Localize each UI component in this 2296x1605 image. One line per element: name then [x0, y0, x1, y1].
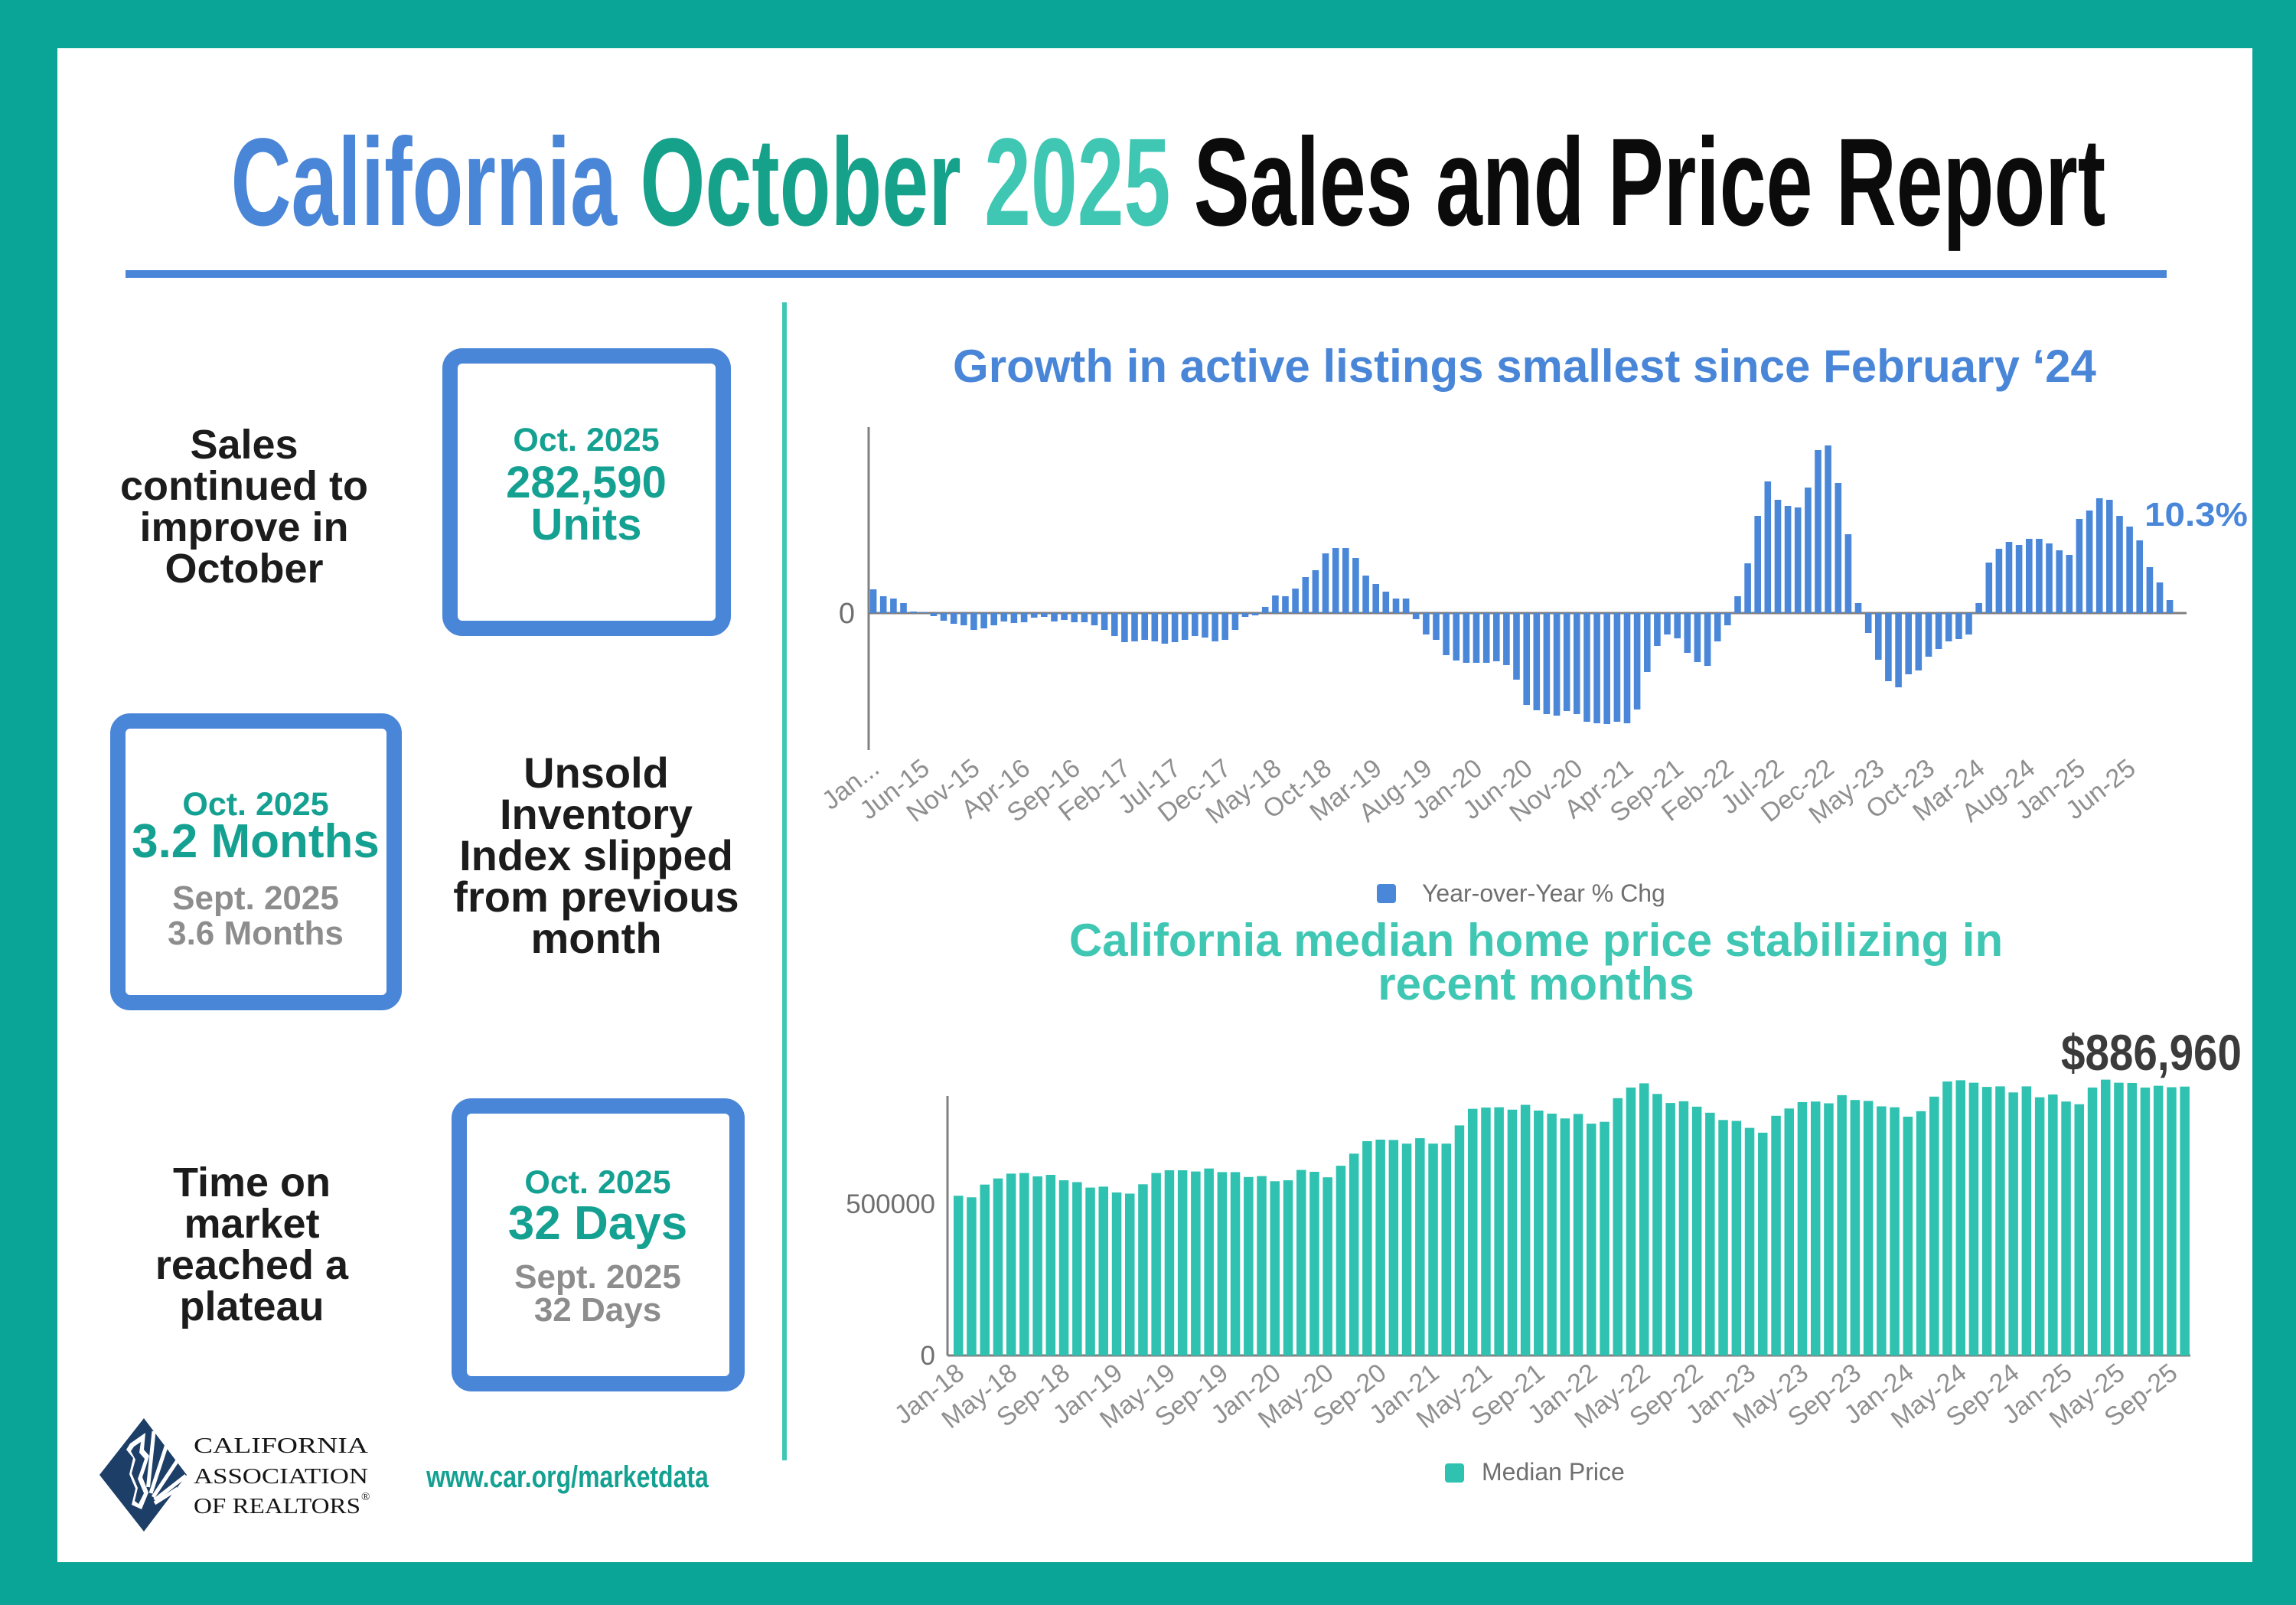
svg-text:Year-over-Year % Chg: Year-over-Year % Chg: [1422, 879, 1665, 907]
svg-text:500000: 500000: [846, 1189, 935, 1219]
svg-text:®: ®: [361, 1491, 370, 1503]
svg-text:Median Price: Median Price: [1482, 1458, 1625, 1486]
svg-text:0: 0: [921, 1341, 935, 1371]
svg-text:CALIFORNIA: CALIFORNIA: [194, 1434, 369, 1458]
svg-text:OF REALTORS: OF REALTORS: [194, 1495, 360, 1519]
svg-text:0: 0: [839, 598, 855, 630]
svg-text:ASSOCIATION: ASSOCIATION: [194, 1465, 368, 1489]
svg-text:$886,960: $886,960: [2061, 1024, 2242, 1081]
svg-text:10.3%: 10.3%: [2144, 496, 2248, 533]
